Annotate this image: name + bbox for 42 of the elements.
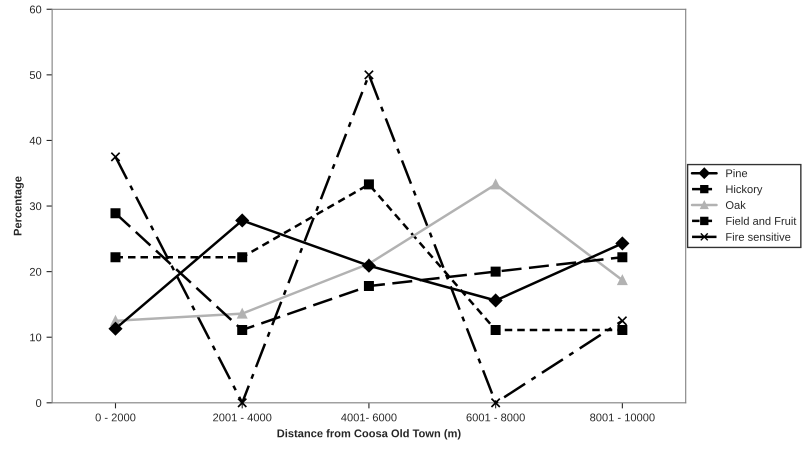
point [617,325,628,336]
point [488,294,502,308]
point [237,398,248,408]
point [237,252,248,262]
y-axis-title: Percentage [14,176,24,236]
point [490,325,501,336]
point [364,281,374,292]
point [490,266,501,277]
legend-label: Field and Fruit [726,216,796,225]
y-tick-label: 30 [30,202,42,210]
y-tick-label: 50 [30,71,42,79]
x-tick-label: 2001 - 4000 [213,414,272,422]
point [237,308,248,319]
y-tick-label: 60 [30,6,42,14]
point [110,208,120,218]
legend-label: Hickory [726,184,762,196]
x-tick-label: 0 - 2000 [96,414,136,422]
legend-label: Pine [726,169,748,178]
x-axis-title: Distance from Coosa Old Town (m) [277,429,461,440]
legend-label: Oak [726,200,746,210]
y-tick-label: 10 [30,333,42,342]
point [110,152,120,162]
x-tick-label: 4001- 6000 [341,414,397,422]
y-tick-label: 20 [30,268,42,276]
point [617,252,628,262]
point [490,179,501,190]
point [108,322,122,336]
x-tick-label: 6001 - 8000 [466,414,525,422]
point [616,236,630,250]
x-tick-label: 8001 - 10000 [590,414,655,422]
legend-label: Fire sensitive [726,232,790,241]
y-tick-label: 0 [36,399,42,407]
point [617,316,628,326]
point [490,398,501,408]
point [617,275,628,286]
point [364,179,374,190]
point [237,325,248,336]
point [110,252,120,262]
point [235,214,249,228]
y-tick-label: 40 [30,136,42,145]
point [364,70,374,80]
point [362,258,376,272]
